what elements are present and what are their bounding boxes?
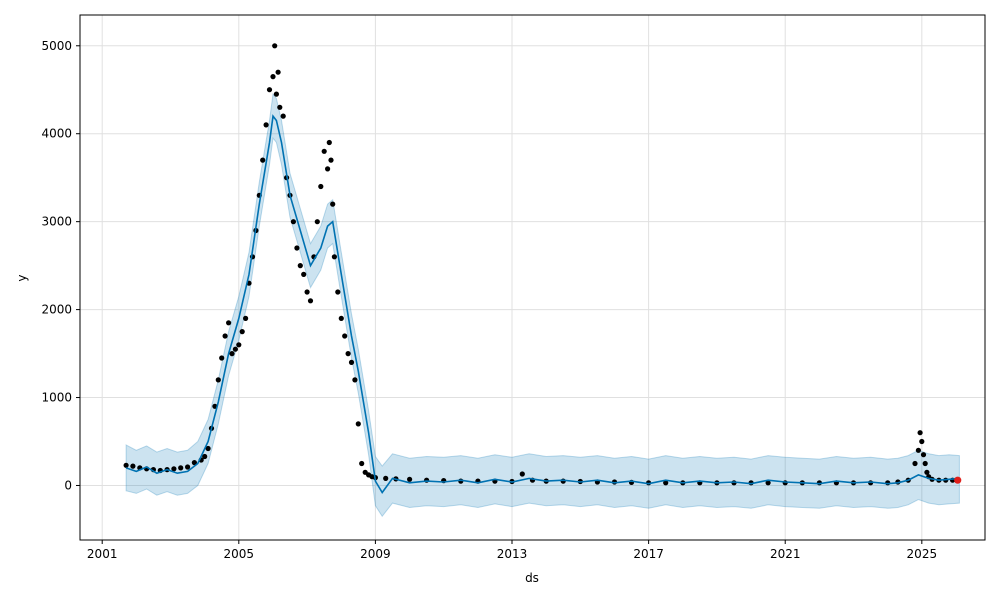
observed-point: [326, 139, 332, 146]
observed-point: [263, 122, 269, 128]
observed-point: [915, 447, 922, 453]
observed-point: [330, 201, 336, 207]
observed-point: [171, 466, 177, 472]
observed-point: [321, 148, 327, 154]
x-axis-title: ds: [525, 571, 539, 585]
observed-point: [272, 43, 278, 49]
x-tick-label: 2025: [907, 547, 938, 561]
uncertainty-band-area: [125, 92, 960, 518]
x-tick-label: 2001: [87, 547, 118, 561]
x-tick-label: 2005: [224, 547, 255, 561]
observed-point: [205, 445, 211, 452]
observed-point: [273, 91, 279, 97]
observed-point: [123, 462, 129, 468]
y-tick-label: 3000: [41, 215, 72, 229]
observed-point: [301, 271, 307, 277]
observed-point: [307, 298, 314, 304]
observed-point: [270, 74, 276, 80]
observed-point: [919, 438, 925, 445]
observed-point: [765, 480, 771, 486]
observed-point: [345, 351, 351, 357]
x-tick-label: 2013: [497, 547, 528, 561]
observed-point: [275, 69, 281, 75]
observed-point: [294, 245, 300, 251]
observed-point: [335, 289, 341, 295]
observed-point: [229, 351, 235, 357]
y-tick-label: 1000: [41, 391, 72, 405]
observed-point: [663, 480, 669, 486]
x-tick-label: 2021: [770, 547, 801, 561]
observed-point: [243, 315, 249, 321]
observed-point: [304, 289, 310, 295]
y-axis-ticks: 0 1000 2000 3000 4000 5000: [41, 39, 80, 492]
observed-point: [407, 476, 413, 482]
observed-point: [519, 471, 525, 477]
observed-point: [178, 465, 184, 471]
observed-point: [260, 157, 266, 163]
observed-point: [917, 430, 923, 436]
observed-point: [236, 342, 242, 348]
observed-point: [232, 346, 238, 352]
y-tick-label: 2000: [41, 303, 72, 317]
observed-point: [383, 475, 389, 481]
observed-point: [185, 464, 191, 470]
observed-point: [912, 460, 918, 467]
forecast-line: [125, 114, 960, 494]
observed-point: [277, 104, 283, 110]
observed-point: [219, 355, 225, 361]
observed-point: [290, 219, 296, 225]
observed-point: [924, 469, 930, 475]
observed-point: [355, 421, 361, 427]
y-tick-label: 0: [64, 478, 72, 492]
x-tick-label: 2009: [360, 547, 391, 561]
observed-point: [352, 377, 358, 383]
observed-point: [266, 87, 273, 93]
observed-point: [191, 460, 197, 466]
observed-point: [297, 263, 303, 269]
observed-point: [314, 219, 320, 225]
highlight-points: [954, 476, 962, 484]
observed-point: [130, 463, 136, 469]
observed-point: [280, 113, 286, 119]
y-tick-label: 5000: [41, 39, 72, 53]
y-axis-title: y: [15, 274, 29, 281]
observed-point: [328, 157, 334, 163]
observed-point: [920, 452, 927, 458]
plot-background: [80, 15, 985, 540]
forecast-line-group: [125, 114, 960, 494]
highlight-point: [954, 476, 962, 484]
observed-point: [348, 359, 355, 365]
observed-point: [331, 254, 337, 260]
x-tick-label: 2017: [633, 547, 664, 561]
observed-point: [202, 453, 208, 460]
observed-point: [226, 320, 232, 326]
observed-point: [338, 315, 344, 321]
observed-point: [222, 333, 228, 339]
observed-point: [318, 183, 324, 190]
grid: [80, 15, 985, 540]
y-tick-label: 4000: [41, 127, 72, 141]
observed-point: [342, 333, 348, 339]
plot-frame: [79, 14, 986, 541]
x-axis-ticks: 2001 2005 2009 2013 2017 2021 2025: [87, 540, 937, 561]
observed-point: [359, 460, 365, 467]
observed-point: [325, 166, 331, 172]
observed-point: [215, 377, 221, 383]
uncertainty-band: [125, 92, 960, 518]
observed-point: [922, 460, 928, 467]
observed-point: [239, 329, 245, 335]
